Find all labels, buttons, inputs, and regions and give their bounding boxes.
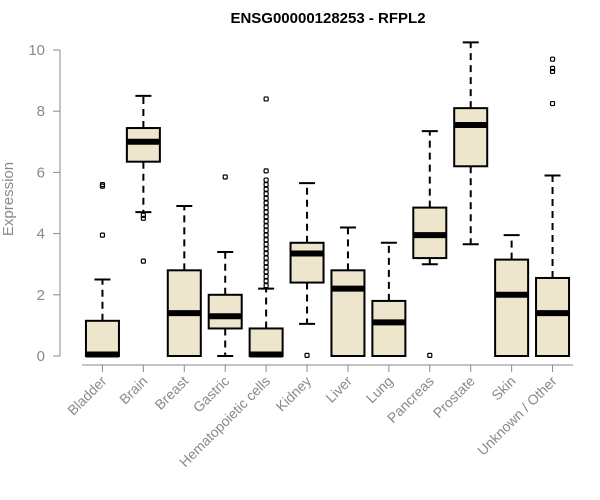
box-11	[535, 276, 571, 357]
outlier-4-20	[263, 191, 269, 197]
outlier-3-0	[222, 174, 228, 180]
box-6	[330, 269, 366, 358]
x-tick-label-9: Prostate	[430, 373, 478, 421]
outlier-4-11	[263, 232, 269, 238]
outlier-4-15	[263, 214, 269, 220]
box-group-5	[289, 182, 325, 358]
box-group-0	[84, 182, 120, 358]
y-tick-label-0: 0	[37, 348, 45, 365]
outlier-4-9	[263, 241, 269, 247]
x-tick-label-2: Breast	[151, 373, 191, 413]
outlier-5-0	[304, 352, 310, 358]
outlier-4-16	[263, 209, 269, 215]
box-group-6	[330, 226, 366, 358]
box-9	[453, 107, 489, 168]
outlier-1-0	[140, 215, 146, 221]
outlier-1-1	[140, 212, 146, 218]
box-group-11	[535, 56, 571, 357]
outlier-4-12	[263, 227, 269, 234]
x-tick-label-1: Brain	[116, 373, 150, 407]
outlier-4-22	[263, 182, 269, 188]
x-tick-label-5: Kidney	[273, 373, 315, 415]
outlier-4-5	[263, 260, 269, 266]
outlier-4-25	[263, 96, 269, 102]
y-axis-label: Expression	[0, 162, 17, 236]
outlier-4-8	[263, 246, 269, 252]
outlier-4-0	[263, 283, 269, 289]
box-4	[248, 327, 284, 357]
y-tick-label-2: 4	[37, 226, 45, 243]
boxes	[84, 41, 571, 358]
outlier-4-7	[263, 250, 269, 257]
outlier-11-1	[549, 68, 556, 75]
outlier-0-2	[99, 182, 106, 188]
box-0	[84, 319, 120, 357]
x-tick-label-0: Bladder	[64, 373, 110, 419]
outlier-4-2	[263, 273, 269, 280]
outlier-4-23	[263, 177, 269, 183]
y-tick-label-3: 6	[37, 164, 45, 181]
box-7	[371, 299, 407, 358]
outlier-4-17	[263, 204, 269, 211]
outlier-4-10	[263, 237, 269, 243]
y-tick-label-5: 10	[28, 42, 45, 59]
y-tick-label-1: 2	[37, 287, 45, 304]
outlier-4-14	[263, 218, 269, 224]
outlier-4-6	[263, 255, 269, 261]
box-group-1	[125, 94, 161, 264]
outlier-8-0	[427, 352, 433, 358]
outlier-4-21	[263, 186, 269, 192]
box-group-9	[453, 41, 489, 246]
box-group-4	[248, 96, 284, 358]
x-tick-label-10: Skin	[488, 373, 519, 404]
box-1	[125, 127, 161, 163]
outlier-4-1	[263, 278, 269, 284]
chart-title: ENSG00000128253 - RFPL2	[230, 10, 425, 27]
outlier-4-19	[263, 195, 269, 202]
box-5	[289, 241, 325, 284]
x-tick-label-6: Liver	[322, 373, 355, 406]
outlier-11-3	[549, 56, 556, 62]
box-3	[207, 293, 243, 330]
box-group-7	[371, 241, 407, 358]
box-group-2	[166, 205, 202, 358]
outlier-11-0	[549, 100, 556, 107]
outlier-0-0	[99, 232, 106, 238]
y-axis-ticks: 0 2 4 6 8 10	[28, 42, 60, 365]
outlier-4-18	[263, 200, 269, 206]
y-tick-label-4: 8	[37, 103, 45, 120]
x-tick-label-7: Lung	[363, 373, 396, 406]
box-group-8	[412, 130, 448, 358]
box-group-10	[494, 234, 530, 357]
outlier-4-3	[263, 269, 269, 275]
outlier-11-2	[549, 65, 556, 71]
box-10	[494, 258, 530, 357]
outlier-1-2	[140, 258, 146, 264]
outlier-4-24	[263, 168, 269, 174]
outlier-4-13	[263, 223, 269, 229]
outlier-4-4	[263, 264, 269, 270]
box-group-3	[207, 174, 243, 357]
